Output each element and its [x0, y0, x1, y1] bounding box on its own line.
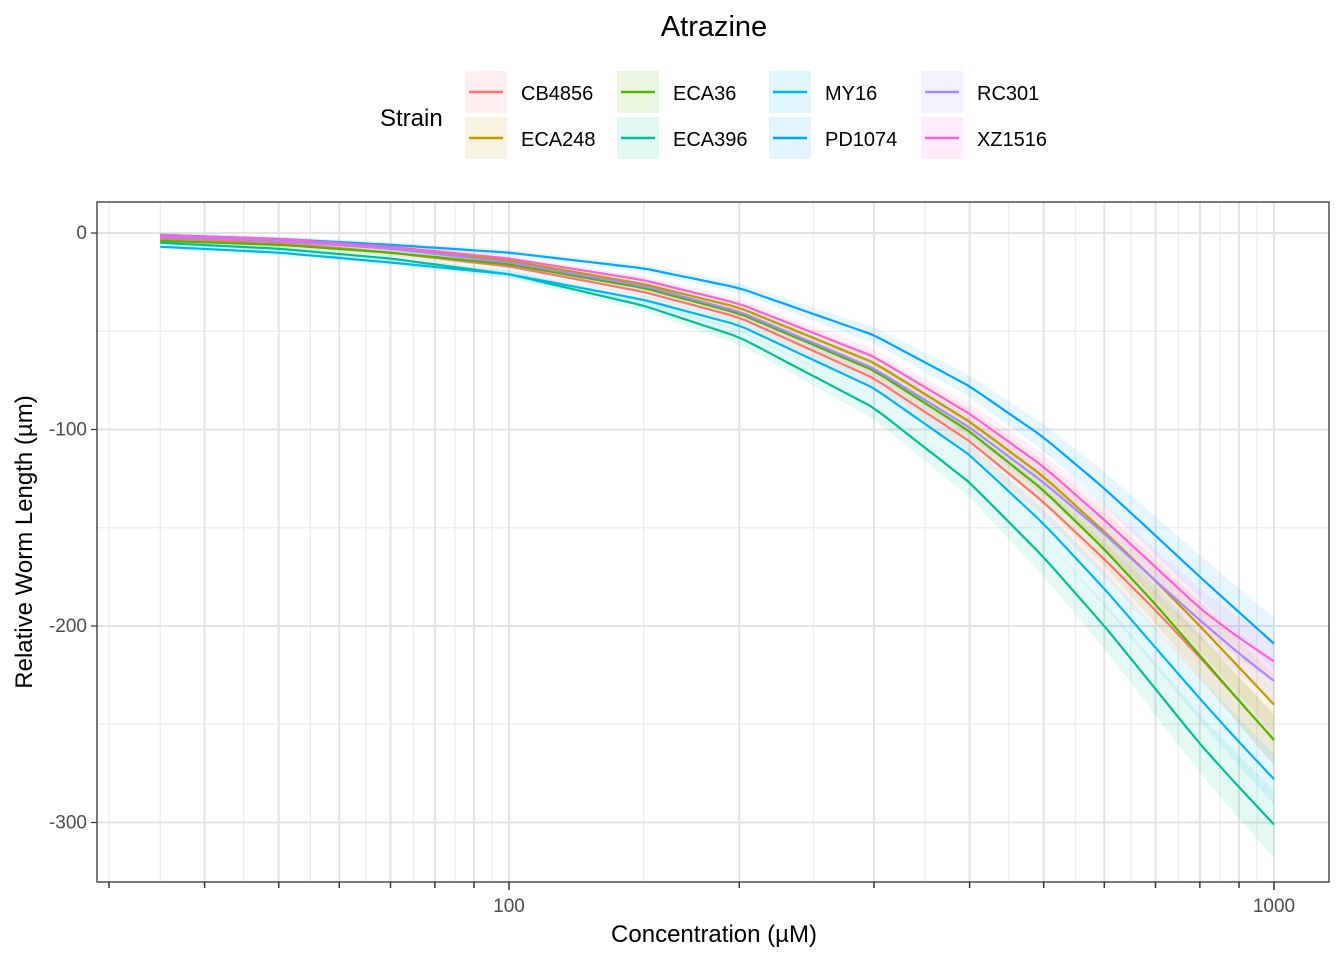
ribbon-eca36 — [160, 238, 1275, 766]
y-tick-label: -100 — [49, 420, 87, 441]
legend-label-rc301: RC301 — [977, 83, 1039, 105]
major-gridlines — [97, 202, 1329, 882]
y-tick-label: 0 — [76, 223, 87, 244]
x-tick-label: 1000 — [1253, 896, 1295, 917]
x-axis: 100 1000 — [108, 882, 1295, 917]
ribbon-cb4856 — [160, 236, 1275, 766]
y-axis: 0 -100 -200 -300 — [49, 223, 97, 834]
y-tick-label: -300 — [49, 813, 87, 834]
legend-label-eca36: ECA36 — [673, 83, 736, 105]
line-my16 — [160, 245, 1275, 781]
legend: Strain CB4856 ECA248 ECA36 ECA396 MY16 PD1074… — [380, 71, 1047, 159]
y-tick-label: -200 — [49, 616, 87, 637]
line-rc301 — [160, 235, 1275, 682]
y-axis-label: Relative Worm Length (µm) — [11, 395, 38, 688]
x-tick-label: 100 — [493, 896, 525, 917]
line-eca396 — [160, 241, 1275, 826]
x-axis-label: Concentration (µM) — [611, 921, 817, 948]
plot-panel — [97, 202, 1329, 882]
legend-title: Strain — [380, 105, 443, 132]
legend-label-eca248: ECA248 — [521, 129, 596, 151]
legend-label-my16: MY16 — [825, 83, 877, 105]
line-xz1516 — [160, 233, 1275, 663]
legend-label-cb4856: CB4856 — [521, 83, 593, 105]
legend-label-pd1074: PD1074 — [825, 129, 897, 151]
series-lines — [160, 233, 1275, 826]
plot-border — [96, 201, 1330, 883]
ribbon-eca396 — [160, 240, 1275, 858]
line-pd1074 — [160, 233, 1275, 645]
legend-label-xz1516: XZ1516 — [977, 129, 1047, 151]
line-eca36 — [160, 239, 1275, 741]
ribbon-pd1074 — [160, 232, 1275, 670]
chart-title: Atrazine — [661, 11, 767, 43]
legend-label-eca396: ECA396 — [673, 129, 748, 151]
ribbon-my16 — [160, 244, 1275, 805]
